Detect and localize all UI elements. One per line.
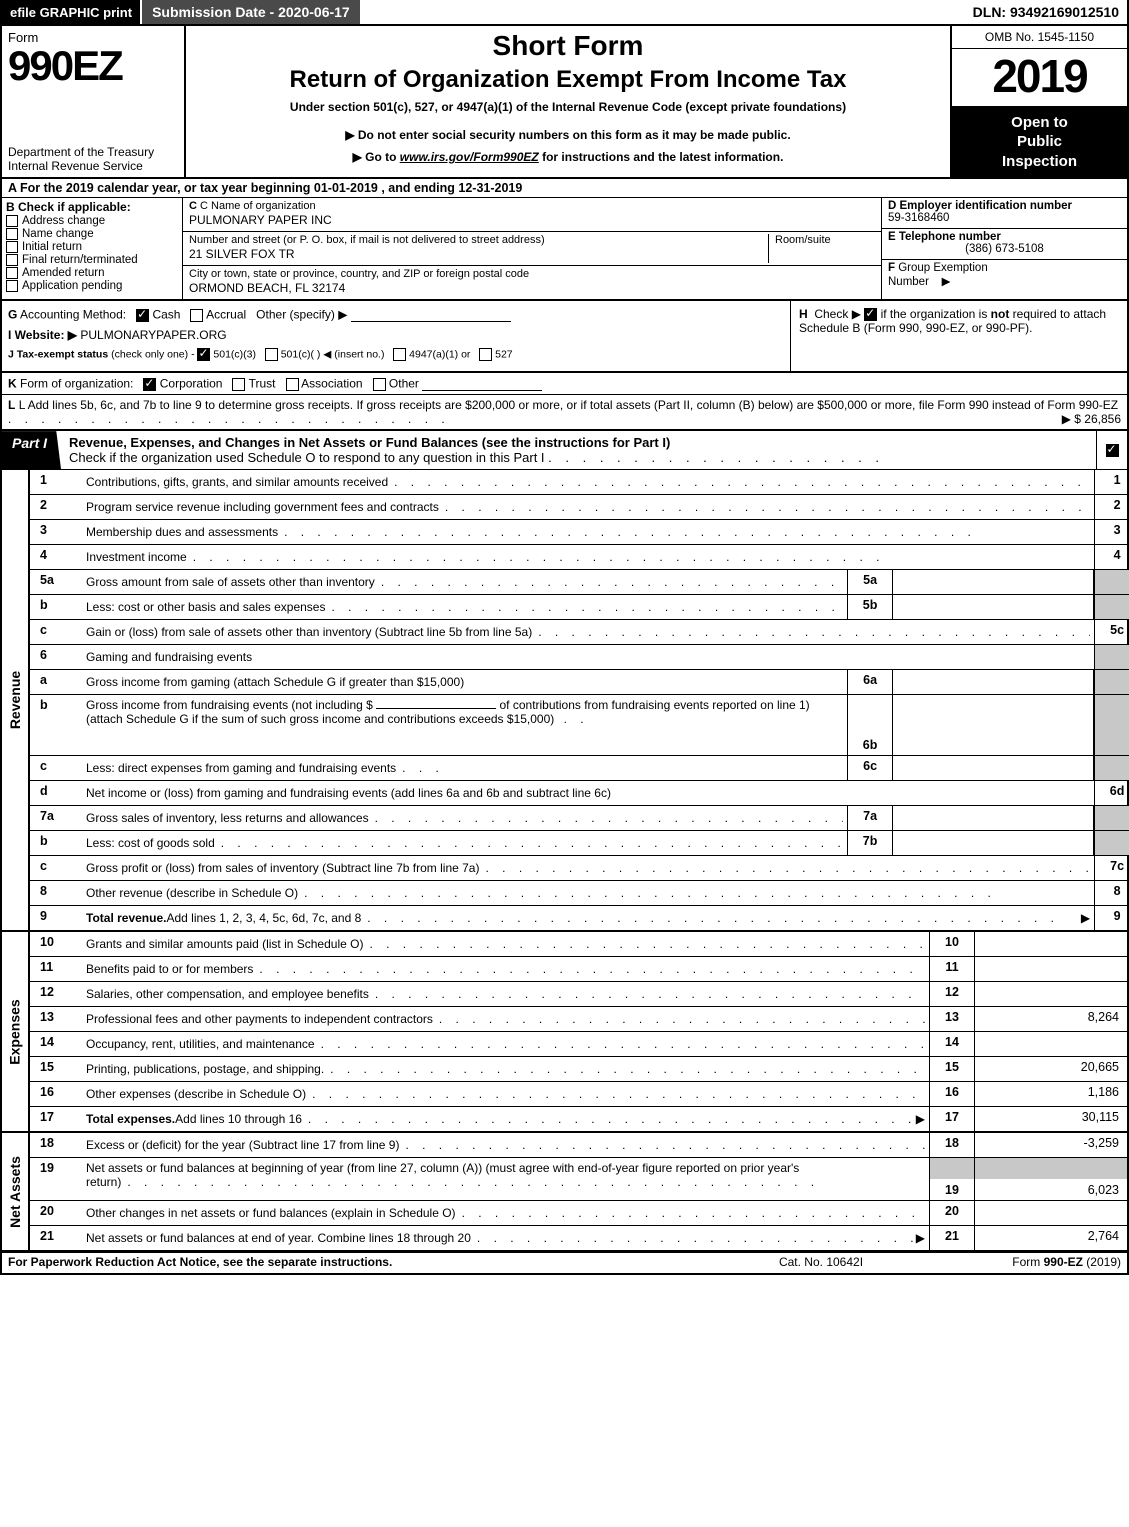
checkbox-name-change[interactable] [6,228,18,240]
ein-value: 59-3168460 [888,212,1121,224]
line-19-value: 6,023 [1088,1183,1119,1197]
dln-label: DLN: 93492169012510 [965,0,1127,24]
checkbox-address-change[interactable] [6,215,18,227]
city-label: City or town, state or province, country… [189,268,875,280]
label-address-change: Address change [22,215,105,227]
line-13-value: 8,264 [975,1007,1127,1031]
line-11-value [975,957,1127,981]
short-form-title: Short Form [196,30,940,62]
section-d-e-f: D Employer identification number 59-3168… [881,198,1127,299]
gross-receipts-amount: ▶ $ 26,856 [1062,412,1121,426]
section-g: G Accounting Method: Cash Accrual Other … [8,307,784,322]
checkbox-final-return[interactable] [6,254,18,266]
label-accrual: Accrual [206,308,246,322]
telephone-value: (386) 673-5108 [888,243,1121,255]
org-name-label: C C Name of organization [189,200,875,212]
checkbox-501c[interactable] [265,348,278,361]
section-h: H Check ▶ if the organization is not req… [790,301,1127,371]
checkbox-4947[interactable] [393,348,406,361]
org-name: PULMONARY PAPER INC [189,213,875,227]
telephone-label: E Telephone number [888,231,1121,243]
label-initial-return: Initial return [22,241,82,253]
checkbox-cash[interactable] [136,309,149,322]
website-value: PULMONARYPAPER.ORG [80,328,226,342]
submission-date: Submission Date - 2020-06-17 [140,0,360,24]
tax-period: A For the 2019 calendar year, or tax yea… [2,179,1127,198]
return-title: Return of Organization Exempt From Incom… [196,66,940,94]
checkbox-initial-return[interactable] [6,241,18,253]
line-14-value [975,1032,1127,1056]
tax-year: 2019 [952,49,1127,107]
catalog-number: Cat. No. 10642I [721,1255,921,1269]
part-i-header: Part I Revenue, Expenses, and Changes in… [2,431,1127,470]
section-i: I Website: ▶ PULMONARYPAPER.ORG [8,328,784,342]
other-method-blank[interactable] [351,307,511,322]
efile-label: efile GRAPHIC print [2,0,140,24]
room-suite-label: Room/suite [768,234,875,263]
section-c: C C Name of organization PULMONARY PAPER… [183,198,881,299]
form-footer-id: Form 990-EZ (2019) [921,1255,1121,1269]
paperwork-notice: For Paperwork Reduction Act Notice, see … [8,1255,721,1269]
label-name-change: Name change [22,228,94,240]
checkbox-trust[interactable] [232,378,245,391]
checkbox-schedule-b-not-required[interactable] [864,308,877,321]
section-j: J Tax-exempt status (check only one) - 5… [8,348,784,361]
line-21-value: 2,764 [975,1226,1127,1250]
label-final-return: Final return/terminated [22,254,138,266]
line-10-value [975,932,1127,956]
line-15-value: 20,665 [975,1057,1127,1081]
label-application-pending: Application pending [22,280,122,292]
checkbox-501c3[interactable] [197,348,210,361]
checkbox-other-org[interactable] [373,378,386,391]
section-b: B Check if applicable: Address change Na… [2,198,183,299]
instructions-link-line: ▶ Go to www.irs.gov/Form990EZ for instru… [196,150,940,164]
section-k: K Form of organization: Corporation Trus… [2,373,1127,395]
checkbox-association[interactable] [286,378,299,391]
section-b-header: B Check if applicable: [6,200,176,214]
form-title-block: Short Form Return of Organization Exempt… [186,26,950,177]
page-footer: For Paperwork Reduction Act Notice, see … [2,1252,1127,1273]
ssn-warning: ▶ Do not enter social security numbers o… [196,128,940,142]
section-l: L L Add lines 5b, 6c, and 7b to line 9 t… [2,395,1127,431]
expenses-section-label: Expenses [2,932,30,1131]
code-subtitle: Under section 501(c), 527, or 4947(a)(1)… [196,100,940,114]
irs-link[interactable]: www.irs.gov/Form990EZ [400,150,539,164]
revenue-section-label: Revenue [2,470,30,930]
checkbox-application-pending[interactable] [6,280,18,292]
line-12-value [975,982,1127,1006]
line-16-value: 1,186 [975,1082,1127,1106]
label-amended-return: Amended return [22,267,104,279]
label-cash: Cash [152,308,180,322]
city-value: ORMOND BEACH, FL 32174 [189,281,875,295]
line-17-value: 30,115 [975,1107,1127,1131]
omb-number: OMB No. 1545-1150 [952,26,1127,49]
checkbox-527[interactable] [479,348,492,361]
open-to-public-inspection: Open to Public Inspection [952,107,1127,178]
part-i-tab: Part I [2,431,61,469]
ein-label: D Employer identification number [888,200,1121,212]
checkbox-accrual[interactable] [190,309,203,322]
group-exemption-label: F Group ExemptionNumber ▶ [888,262,1121,288]
checkbox-amended-return[interactable] [6,267,18,279]
line-20-value [975,1201,1127,1225]
label-other-method: Other (specify) ▶ [256,308,347,322]
checkbox-schedule-o-used[interactable] [1106,444,1119,457]
checkbox-corporation[interactable] [143,378,156,391]
line-18-value: -3,259 [975,1133,1127,1157]
dept-treasury: Department of the Treasury Internal Reve… [8,145,178,173]
right-header-block: OMB No. 1545-1150 2019 Open to Public In… [950,26,1127,177]
form-number: 990EZ [8,45,178,87]
form-id-block: Form 990EZ Department of the Treasury In… [2,26,186,177]
net-assets-section-label: Net Assets [2,1133,30,1250]
